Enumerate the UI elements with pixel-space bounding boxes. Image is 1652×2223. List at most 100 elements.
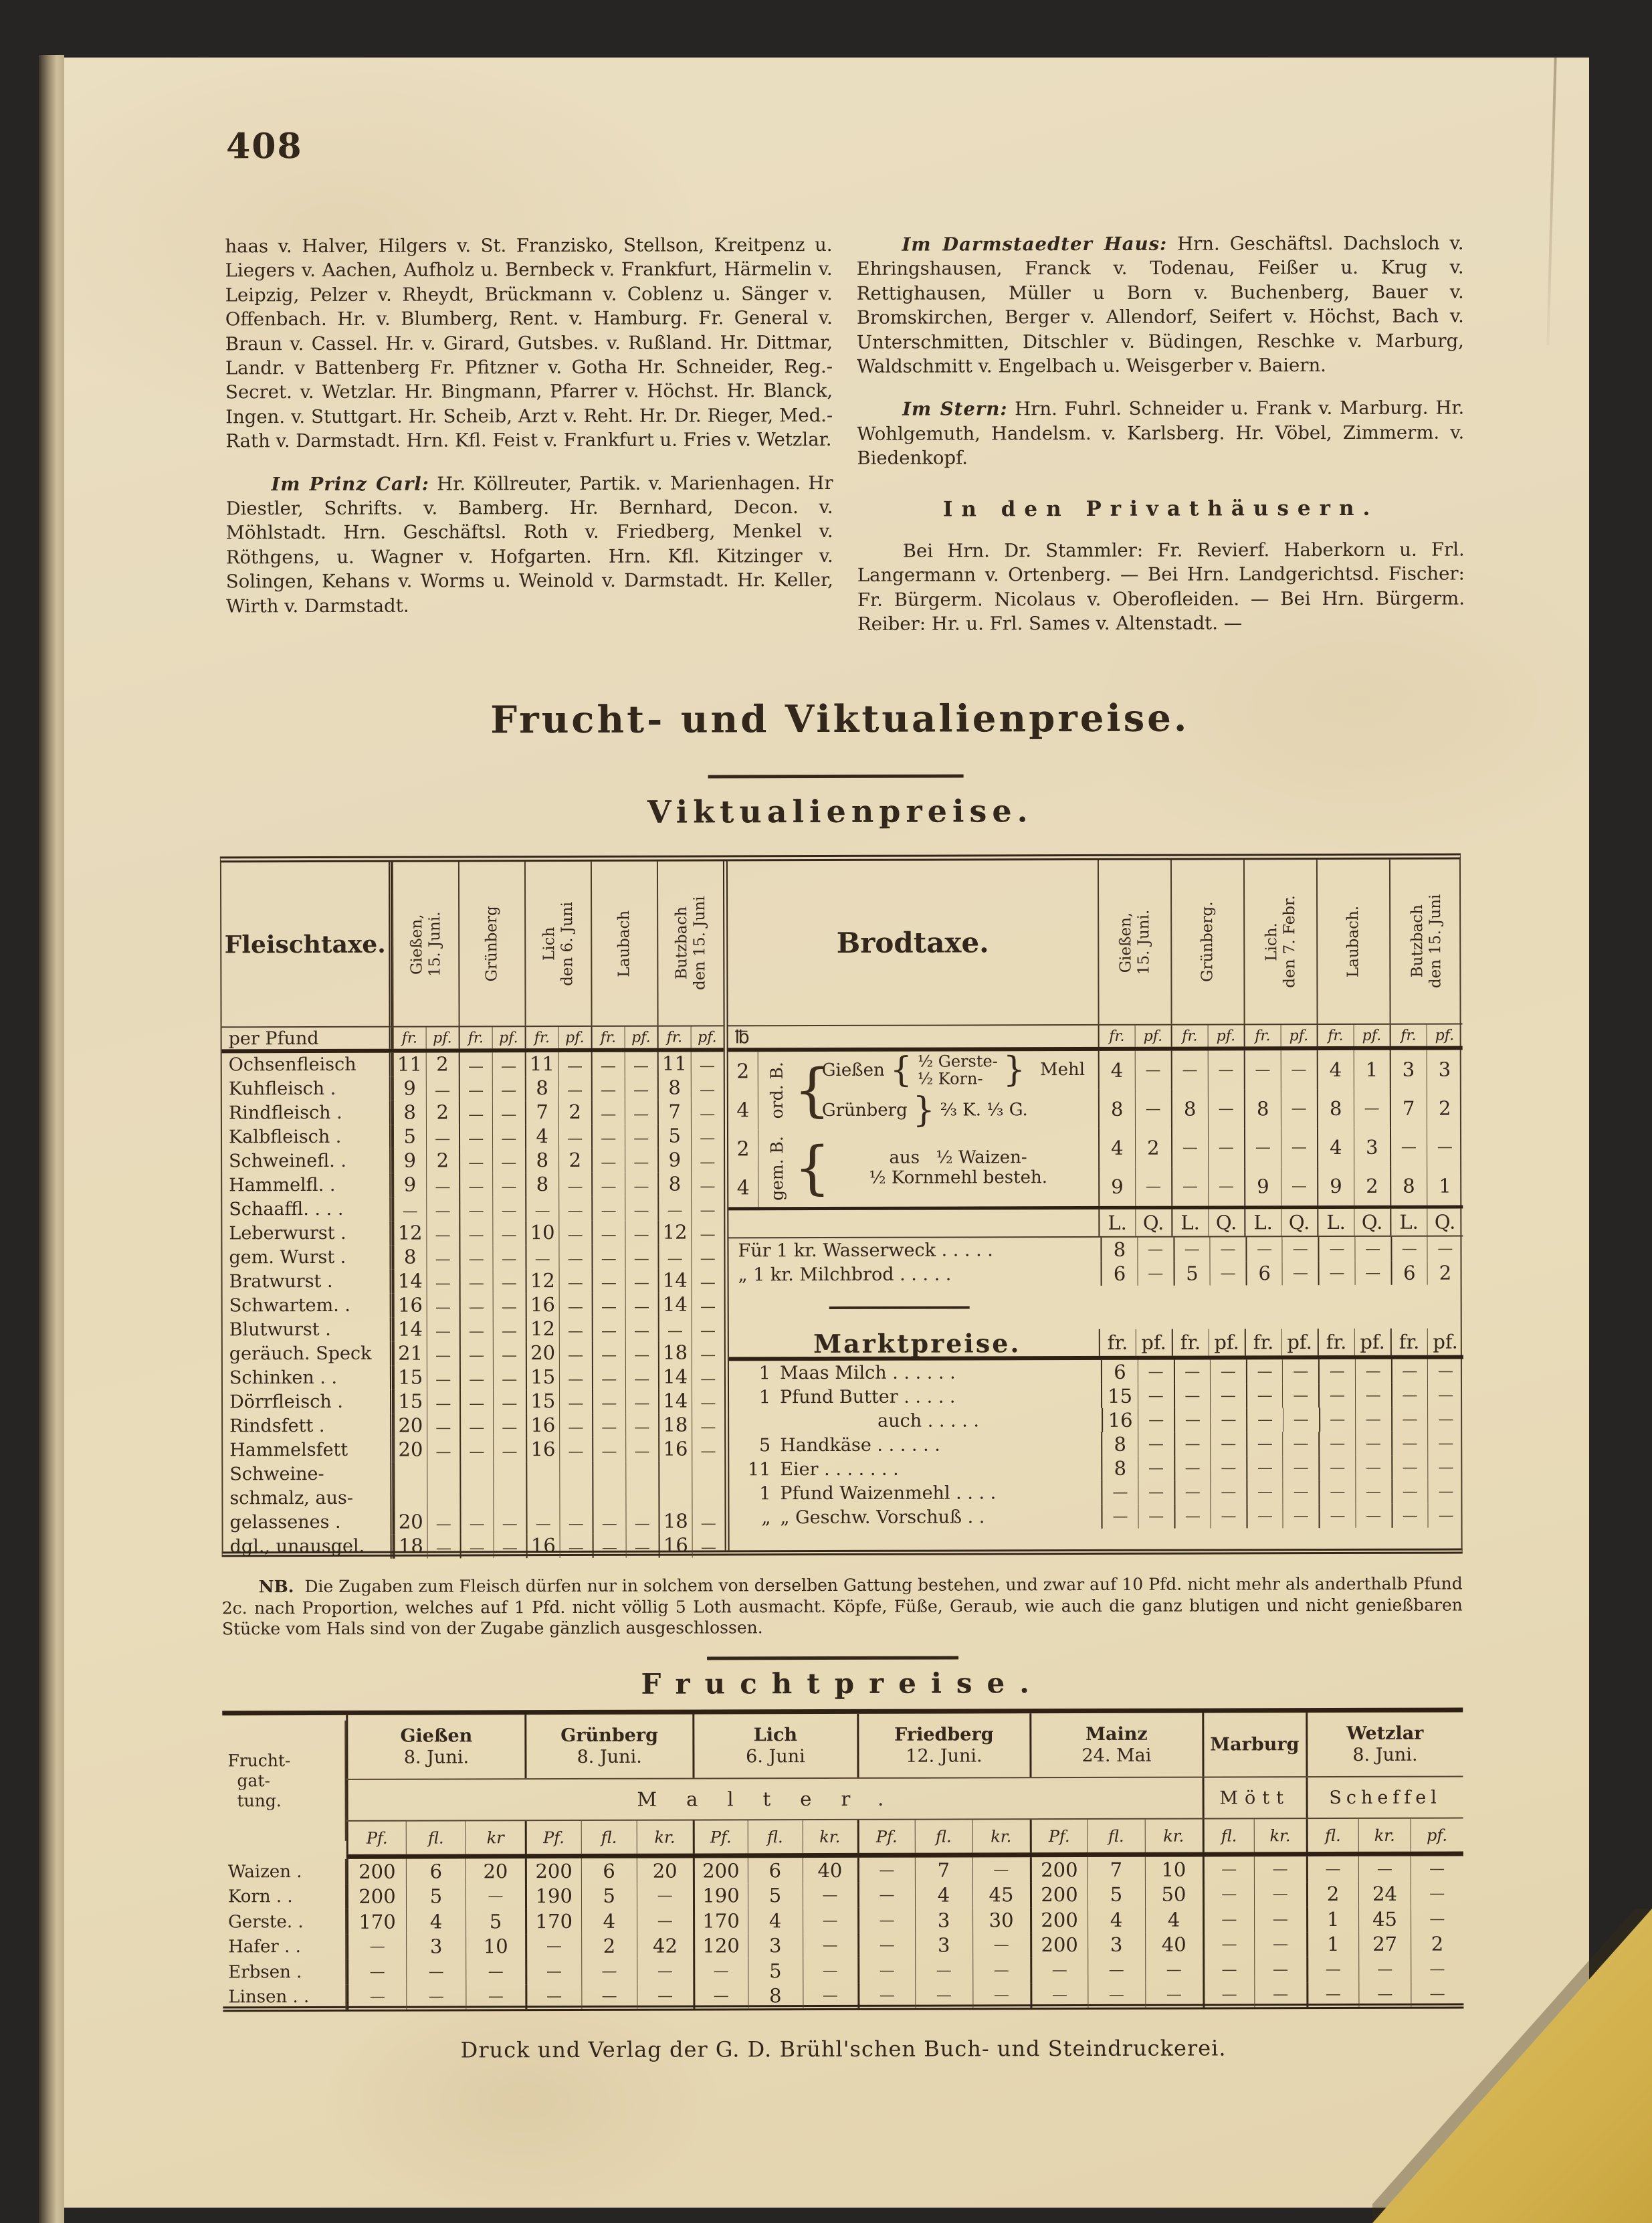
value-cell: — xyxy=(458,1100,492,1125)
value-cell: kr xyxy=(465,1821,525,1854)
value-cell: — xyxy=(1282,1359,1319,1384)
value-cell: 16 xyxy=(1102,1408,1138,1432)
value-cell: — xyxy=(591,1148,625,1173)
value-cell: 12 xyxy=(525,1269,559,1294)
value-cell: 2 xyxy=(425,1149,459,1173)
value-cell: — xyxy=(1246,1456,1283,1480)
value-cell: — xyxy=(1134,1050,1171,1090)
value-cell: — xyxy=(1202,1982,1255,2008)
value-cell: 15 xyxy=(393,1365,427,1390)
value-cell: 8 xyxy=(1101,1456,1138,1480)
value-cell: — xyxy=(492,1293,526,1318)
row-label: Waizen . xyxy=(222,1858,346,1884)
value-cell: — xyxy=(1280,1167,1318,1206)
value-cell: — xyxy=(690,1100,724,1125)
value-cell: — xyxy=(972,1982,1030,2008)
value-cell: pf. xyxy=(492,1027,525,1049)
value-cell: — xyxy=(1427,1479,1464,1504)
value-cell: — xyxy=(492,1341,526,1366)
value-cell: 20 xyxy=(393,1414,427,1438)
value-cell: 5 xyxy=(1173,1261,1210,1286)
table-row: Linsen . . — — — — — — —8— — — — — — — — — — — — xyxy=(223,1982,1463,2010)
bread-type-rotated-label: gem. B. xyxy=(766,1135,787,1201)
flour-mix: ½ Gerste- ½ Korn- xyxy=(917,1052,998,1088)
value-cell: 200 xyxy=(1029,1932,1088,1958)
value-cell: — xyxy=(1391,1479,1428,1504)
table-row: Blutwurst . 14— — —12— — — — — xyxy=(222,1317,724,1343)
value-cell: — xyxy=(426,1317,459,1342)
value-cell: 16 xyxy=(658,1533,692,1558)
value-cell: — xyxy=(559,1533,593,1559)
value-cell: — xyxy=(1354,1431,1391,1456)
value-cell: — xyxy=(1282,1480,1319,1505)
column-header-city: Mainz 24. Mai xyxy=(1029,1713,1203,1777)
moett-label: Mött xyxy=(1202,1777,1306,1818)
value-cell: 8 xyxy=(524,1076,558,1101)
malter-label: Malter. xyxy=(346,1777,1203,1820)
value-cell: 10 xyxy=(525,1221,558,1246)
value-cell: — xyxy=(1254,1907,1306,1932)
value-cell: 27 xyxy=(1358,1931,1411,1957)
value-cell: — xyxy=(802,1907,857,1933)
value-cell: — xyxy=(1245,1237,1282,1262)
table-row: 5 Handkäse . . . . . . 8— — — — — — — — — xyxy=(729,1431,1464,1458)
row-label: „ „ Geschw. Vorschuß . . xyxy=(761,1506,985,1528)
value-cell: — xyxy=(558,1124,592,1149)
value-cell: 18 xyxy=(657,1341,692,1365)
value-cell: — xyxy=(1281,1261,1318,1286)
loth-quent-cells: L. Q. L. Q. L. Q. L. Q. L. Q. xyxy=(1098,1208,1463,1236)
value-cell: 40 xyxy=(1144,1932,1203,1957)
row-label: 1 Maas Milch . . . . . . xyxy=(758,1361,956,1383)
value-cell: — xyxy=(1306,1982,1359,2008)
value-cell: L. xyxy=(1390,1208,1427,1236)
value-cell: — xyxy=(591,1052,625,1076)
value-cell: kr. xyxy=(972,1820,1030,1853)
value-cell: 18 xyxy=(658,1413,692,1438)
value-cell: — xyxy=(1282,1504,1319,1529)
value-cell: — xyxy=(972,1857,1030,1882)
value-cell: — xyxy=(492,1389,526,1414)
value-cell: 4 xyxy=(1087,1907,1145,1933)
value-cell: fr. xyxy=(524,1027,558,1049)
value-cell: fr. xyxy=(591,1026,625,1048)
value-cell: 7 xyxy=(524,1100,558,1125)
value-cell: — xyxy=(692,1958,748,1984)
inn-name-lead: Im Stern: xyxy=(902,398,1008,421)
value-cell: — xyxy=(1391,1503,1428,1528)
value-cell: 14 xyxy=(393,1317,427,1342)
value-cell: — xyxy=(1202,1856,1254,1882)
value-cell: 8 xyxy=(525,1149,558,1173)
column-header-city: Gießen, 15. Juni. xyxy=(1097,860,1171,1024)
value-cell: — xyxy=(558,1076,591,1101)
value-cell: — xyxy=(1354,1359,1391,1383)
value-cell: — xyxy=(1318,1236,1355,1262)
row-label: dgl., unausgel. xyxy=(223,1534,394,1559)
value-cell: kr. xyxy=(636,1820,693,1854)
row-label: Schweine-schmalz, aus-gelassenes . xyxy=(223,1462,394,1535)
value-cell: — xyxy=(1137,1432,1174,1456)
value-cell: — xyxy=(591,1244,625,1269)
value-cell: — xyxy=(1358,1856,1411,1882)
brace-glyph: } xyxy=(912,1090,935,1131)
value-cell: — xyxy=(637,1958,693,1984)
value-cell: — xyxy=(525,1984,581,2010)
value-cell: — xyxy=(1253,1881,1306,1907)
value-cell: — xyxy=(459,1365,493,1390)
value-cell: pf. xyxy=(1281,1329,1318,1356)
value-cell: fr. xyxy=(1098,1329,1136,1356)
loth-quent-row: L. Q. L. Q. L. Q. L. Q. L. Q. xyxy=(728,1205,1463,1239)
value-cell: 12 xyxy=(393,1221,426,1246)
value-cell: — xyxy=(625,1461,659,1534)
value-cell: 7 xyxy=(1389,1088,1427,1128)
value-cell: — xyxy=(492,1221,526,1246)
value-cell: 8 xyxy=(1098,1089,1135,1129)
value-cell: 9 xyxy=(393,1173,426,1197)
value-cell: — xyxy=(1355,1503,1392,1528)
value-cell: 2 xyxy=(1134,1128,1172,1167)
value-cell: — xyxy=(346,1984,407,2010)
value-cell: — xyxy=(1246,1383,1283,1408)
value-cell: fl. xyxy=(1087,1819,1145,1852)
value-cell: fr. xyxy=(1390,1328,1427,1355)
